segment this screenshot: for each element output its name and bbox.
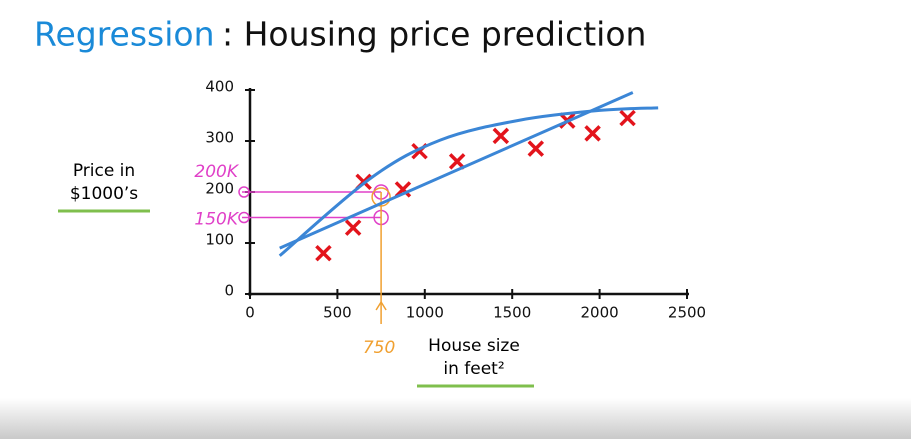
title: : Housing price prediction: [222, 15, 646, 54]
data-point: [492, 127, 510, 145]
y-tick-label: 300: [205, 129, 234, 147]
data-point: [394, 181, 412, 198]
data-point: [619, 109, 636, 127]
x-tick-label: 500: [323, 304, 352, 322]
x-tick-label: 2000: [581, 304, 619, 322]
fit-line: [278, 106, 659, 257]
x-tick-label: 1500: [493, 304, 531, 322]
arrow-head: [375, 300, 387, 311]
bottom-shade: [0, 398, 911, 439]
x-tick-label: 2500: [668, 304, 706, 322]
annotation: 750: [363, 338, 395, 358]
x-label: House size: [428, 336, 520, 356]
data-point: [344, 219, 362, 236]
data-point: [448, 153, 466, 170]
y-label: Price in: [73, 161, 135, 181]
y-tick-label: 0: [224, 282, 234, 300]
y-label: $1000’s: [70, 184, 138, 204]
x-tick-label: 0: [245, 304, 255, 322]
data-point: [527, 140, 545, 157]
title-highlight: Regression: [34, 15, 215, 54]
guide-circle: [371, 187, 391, 207]
y-tick-label: 200: [205, 180, 234, 198]
fit-line: [279, 91, 634, 250]
y-tick-label: 400: [205, 78, 234, 96]
data-point: [315, 244, 332, 262]
annotation: 150K: [194, 210, 239, 230]
guide-circle: [238, 186, 250, 198]
annotation: 200K: [194, 162, 239, 182]
guide-circle: [238, 211, 250, 224]
x-label: in feet²: [443, 359, 504, 379]
x-tick-label: 1000: [406, 304, 444, 322]
y-tick-label: 100: [205, 231, 234, 249]
data-point: [584, 125, 601, 142]
